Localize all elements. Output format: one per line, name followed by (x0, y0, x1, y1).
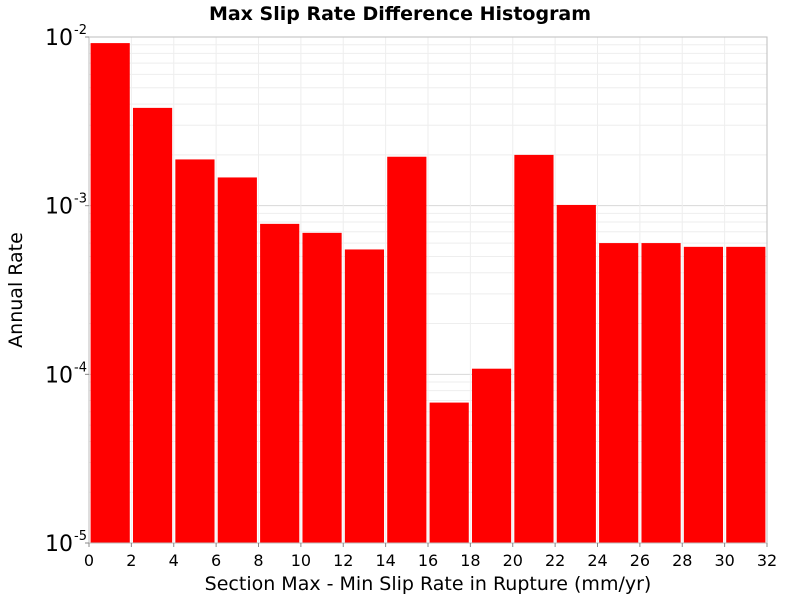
x-axis-ticks: 0 2 4 6 8 10 12 14 16 18 20 22 24 26 28 30 32 (84, 543, 777, 570)
x-tick-label: 32 (757, 551, 777, 570)
y-tick-label: 10 (45, 195, 73, 220)
bar (132, 107, 173, 544)
y-tick-exponent: -5 (74, 529, 87, 544)
y-tick-exponent: -3 (74, 192, 87, 207)
x-tick-label: 4 (169, 551, 179, 570)
x-tick-label: 22 (545, 551, 565, 570)
x-tick-label: 8 (253, 551, 263, 570)
x-tick-label: 30 (714, 551, 734, 570)
bar (683, 246, 724, 543)
x-tick-label: 12 (333, 551, 353, 570)
bar (217, 177, 257, 544)
x-tick-label: 16 (418, 551, 438, 570)
x-tick-label: 10 (291, 551, 311, 570)
x-tick-label: 6 (211, 551, 221, 570)
y-axis-label: Annual Rate (5, 232, 27, 348)
bar (175, 159, 215, 544)
y-tick-label: 10 (45, 363, 73, 388)
bar (387, 156, 427, 543)
bar (429, 402, 469, 543)
x-tick-label: 26 (630, 551, 650, 570)
y-tick-label: 10 (45, 532, 73, 557)
x-tick-label: 18 (460, 551, 480, 570)
y-tick-label: 10 (45, 26, 73, 51)
bar (641, 243, 681, 544)
x-tick-label: 14 (375, 551, 395, 570)
bar (260, 223, 300, 544)
y-tick-exponent: -4 (74, 360, 87, 375)
x-tick-label: 2 (126, 551, 136, 570)
bar (471, 368, 512, 543)
bar (344, 249, 385, 543)
chart-title: Max Slip Rate Difference Histogram (209, 3, 591, 25)
bar (514, 154, 554, 543)
bar (90, 43, 130, 543)
y-axis-ticks: 10-510-410-310-2 (45, 23, 89, 557)
bar (556, 204, 596, 543)
bars (90, 43, 766, 544)
x-tick-label: 20 (503, 551, 523, 570)
bar (726, 246, 766, 543)
bar (302, 232, 342, 543)
x-tick-label: 0 (84, 551, 94, 570)
y-tick-exponent: -2 (74, 23, 87, 38)
x-tick-label: 24 (587, 551, 607, 570)
bar (599, 243, 639, 544)
x-tick-label: 28 (672, 551, 692, 570)
x-axis-label: Section Max - Min Slip Rate in Rupture (… (205, 573, 652, 595)
